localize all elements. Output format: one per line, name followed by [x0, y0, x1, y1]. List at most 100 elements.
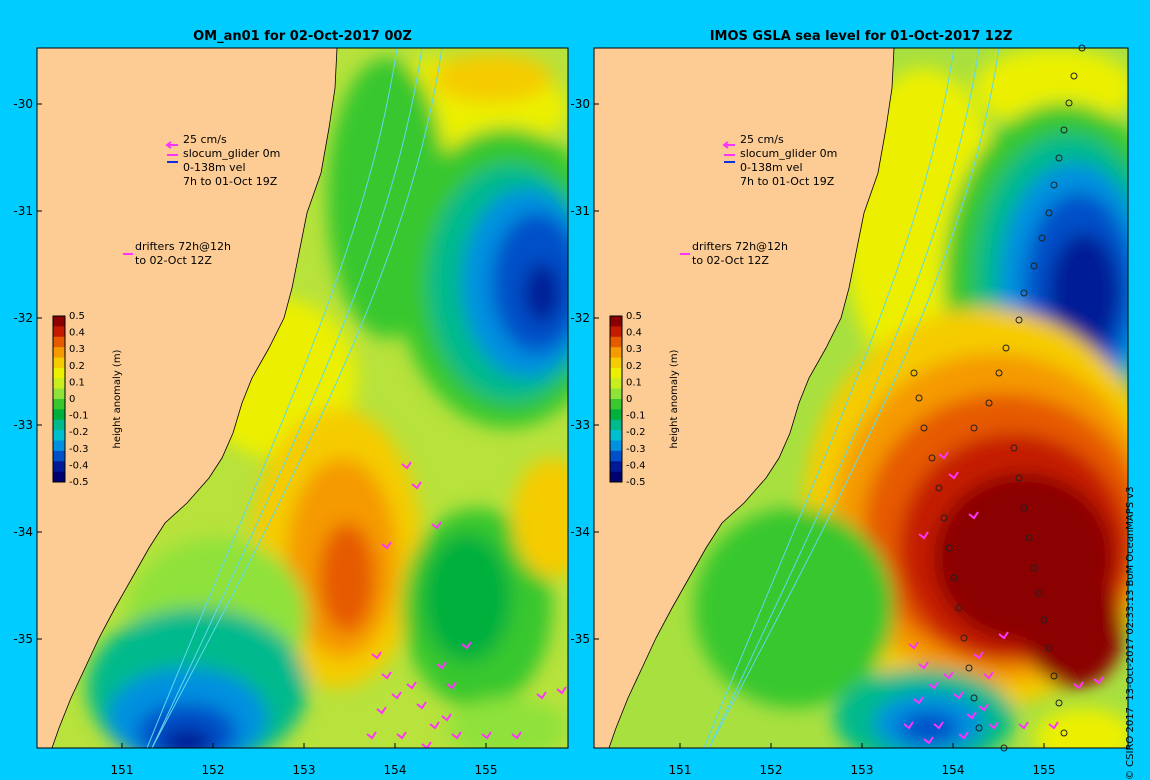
drifter-arrow	[923, 736, 934, 745]
colorbar-tick: 0.5	[626, 311, 642, 322]
drifter-arrow	[421, 741, 432, 748]
map-panel-2: IMOS GSLA sea level for 01-Oct-2017 12Z 1…	[570, 29, 1129, 777]
colorbar-tick: -0.2	[626, 427, 646, 438]
obs-point	[1030, 564, 1038, 572]
drifter-arrow	[416, 701, 427, 710]
legend-drifters-window: to 02-Oct 12Z	[135, 254, 212, 267]
drifter-arrow	[406, 681, 417, 690]
obs-point	[975, 724, 983, 732]
drifter-arrow	[983, 671, 994, 680]
obs-point	[1035, 589, 1043, 597]
obs-point	[935, 484, 943, 492]
colorbar-tick: -0.1	[626, 411, 646, 422]
lat-tick-label: -33	[570, 418, 590, 432]
land-mass	[37, 48, 338, 748]
drifter-arrow	[436, 661, 447, 670]
colorbar-tick: -0.3	[626, 444, 646, 455]
drifter-arrow	[411, 481, 422, 490]
drifter-arrow	[536, 691, 547, 700]
colorbar-tick: 0.4	[626, 328, 642, 339]
copyright-note: © CSIRO 2017 13-Oct-2017 02:33:13 BoM Oc…	[1124, 400, 1138, 780]
colorbar-tick: -0.4	[626, 460, 646, 471]
colorbar-tick: -0.4	[69, 460, 89, 471]
lat-tick-label: -34	[570, 525, 590, 539]
obs-point	[915, 394, 923, 402]
obs-point	[1040, 616, 1048, 624]
copyright-symbol: ©	[1125, 770, 1136, 780]
drifter-arrow	[446, 681, 457, 690]
map-frame	[36, 47, 569, 749]
legend-drifters: drifters 72h@12h	[692, 240, 788, 253]
obs-point	[1045, 644, 1053, 652]
obs-point	[1070, 72, 1078, 80]
drifter-arrow	[978, 703, 989, 712]
panel-title: OM_an01 for 02-Oct-2017 00Z	[193, 29, 412, 44]
drifter-arrow	[366, 731, 377, 740]
lat-tick-label: -32	[570, 311, 590, 325]
obs-point	[1055, 154, 1063, 162]
lat-tick-label: -31	[13, 204, 33, 218]
colorbar-tick: 0.2	[69, 361, 85, 372]
obs-point	[1015, 474, 1023, 482]
drifter-arrow	[966, 711, 977, 720]
lon-tick-label: 152	[760, 763, 783, 777]
legend-window: 7h to 01-Oct 19Z	[183, 175, 278, 188]
colorbar-tick: 0.3	[69, 344, 85, 355]
legend-velocity: 0-138m vel	[183, 161, 246, 174]
scale-arrow	[165, 141, 178, 149]
map-frame	[593, 47, 1129, 749]
colorbar-tick: 0.5	[69, 311, 85, 322]
drifter-arrow	[933, 721, 944, 730]
drifter-arrow	[461, 641, 472, 650]
legend-scale: 25 cm/s	[740, 133, 784, 146]
obs-point	[928, 454, 936, 462]
land-mass	[594, 48, 895, 748]
drifter-arrow	[396, 731, 407, 740]
drifter-arrow	[481, 731, 492, 740]
drifter-arrow	[958, 731, 969, 740]
colorbar-tick: -0.1	[69, 411, 89, 422]
bathymetry-contours	[703, 48, 1000, 748]
lat-tick-label: -30	[13, 97, 33, 111]
drifter-tracks	[366, 461, 567, 748]
colorbar-tick: 0.3	[626, 344, 642, 355]
drifter-arrow	[1018, 721, 1029, 730]
drifter-arrow	[511, 731, 522, 740]
legend-drifters: drifters 72h@12h	[135, 240, 231, 253]
map-panel-1: OM_an01 for 02-Oct-2017 00Z 151 152 153 154 1…	[13, 29, 569, 777]
colorbar: 0.5 0.4 0.3 0.2 0.1 0 -0.1 -0.2 -0.3 -0.4 -0.5 heig…	[52, 311, 123, 488]
obs-point	[1055, 699, 1063, 707]
obs-point	[970, 424, 978, 432]
drifter-arrow	[381, 671, 392, 680]
lon-tick-label: 154	[942, 763, 965, 777]
legend-drifters-window: to 02-Oct 12Z	[692, 254, 769, 267]
lon-tick-label: 152	[202, 763, 225, 777]
lon-tick-label: 151	[111, 763, 134, 777]
drifter-arrow	[1073, 681, 1084, 690]
obs-point	[1030, 262, 1038, 270]
colorbar-tick: -0.3	[69, 444, 89, 455]
lat-tick-label: -35	[13, 632, 33, 646]
drifter-arrow	[973, 651, 984, 660]
copyright-owner: CSIRO 2017	[1125, 707, 1136, 767]
panel-title: IMOS GSLA sea level for 01-Oct-2017 12Z	[710, 29, 1013, 44]
obs-point	[965, 664, 973, 672]
obs-point	[1060, 729, 1068, 737]
drifter-arrow	[908, 641, 919, 650]
obs-point	[960, 634, 968, 642]
colorbar-tick: 0	[69, 394, 75, 405]
obs-point	[1045, 209, 1053, 217]
obs-point	[1020, 504, 1028, 512]
lon-tick-label: 154	[384, 763, 407, 777]
drifter-arrow	[1048, 721, 1059, 730]
lon-tick-label: 155	[1033, 763, 1056, 777]
obs-point	[950, 574, 958, 582]
obs-point	[995, 369, 1003, 377]
obs-point	[1060, 126, 1068, 134]
legend-window: 7h to 01-Oct 19Z	[740, 175, 835, 188]
drifter-arrow	[968, 511, 979, 520]
obs-point	[1050, 672, 1058, 680]
legend-scale: 25 cm/s	[183, 133, 227, 146]
drifter-arrow	[943, 671, 954, 680]
lat-tick-label: -30	[570, 97, 590, 111]
